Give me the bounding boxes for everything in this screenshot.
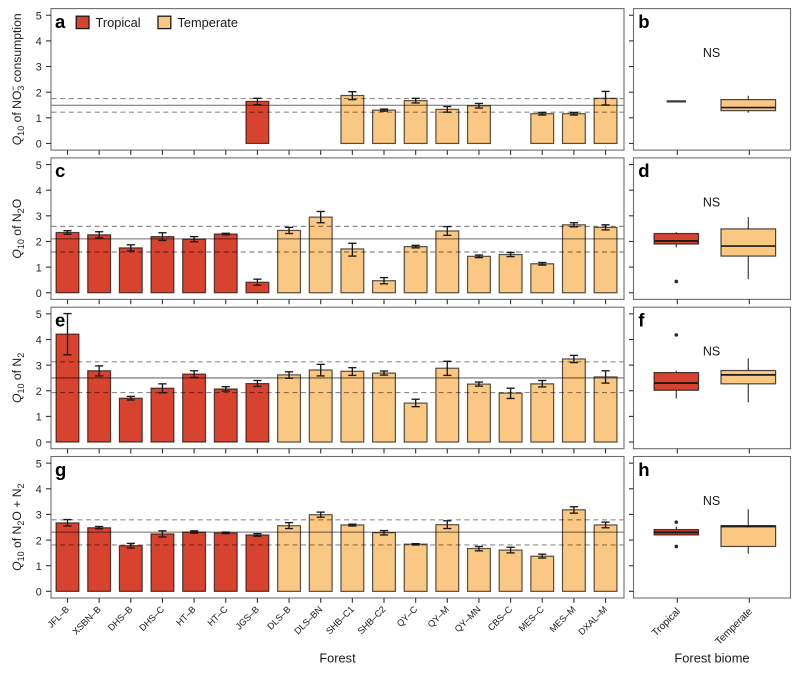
svg-text:d: d [638,160,649,181]
svg-text:a: a [55,11,66,32]
svg-text:Q10 of NO3− consumption: Q10 of NO3− consumption [8,13,26,145]
svg-text:Forest biome: Forest biome [674,651,749,666]
svg-text:4: 4 [36,185,42,197]
svg-text:c: c [55,160,65,181]
svg-text:0: 0 [36,587,42,599]
svg-text:NS: NS [703,345,720,359]
svg-text:1: 1 [36,113,42,125]
svg-text:5: 5 [36,160,42,172]
svg-text:5: 5 [36,458,42,470]
svg-text:g: g [55,459,66,480]
svg-text:2: 2 [36,386,42,398]
svg-text:3: 3 [36,211,42,223]
svg-text:f: f [638,310,645,331]
svg-text:NS: NS [703,46,720,60]
svg-text:e: e [55,310,65,331]
svg-text:5: 5 [36,10,42,22]
svg-text:2: 2 [36,535,42,547]
svg-text:Forest: Forest [319,651,356,666]
svg-text:0: 0 [36,288,42,300]
svg-text:3: 3 [36,510,42,522]
svg-text:4: 4 [36,484,42,496]
svg-text:3: 3 [36,360,42,372]
svg-text:Q10 of N2O + N2: Q10 of N2O + N2 [10,483,26,570]
svg-text:h: h [638,459,649,480]
svg-text:2: 2 [36,237,42,249]
svg-text:Q10 of N2O: Q10 of N2O [10,199,26,259]
svg-text:3: 3 [36,62,42,74]
svg-text:4: 4 [36,36,42,48]
svg-text:0: 0 [36,139,42,151]
svg-text:0: 0 [36,437,42,449]
svg-text:1: 1 [36,262,42,274]
svg-text:NS: NS [703,494,720,508]
svg-text:1: 1 [36,561,42,573]
svg-text:Tropical: Tropical [96,15,141,30]
svg-text:4: 4 [36,335,42,347]
svg-text:2: 2 [36,87,42,99]
svg-text:Temperate: Temperate [178,15,238,30]
svg-text:b: b [638,11,649,32]
svg-text:5: 5 [36,309,42,321]
svg-text:Q10 of N2: Q10 of N2 [10,353,26,403]
svg-text:1: 1 [36,412,42,424]
svg-text:NS: NS [703,195,720,209]
